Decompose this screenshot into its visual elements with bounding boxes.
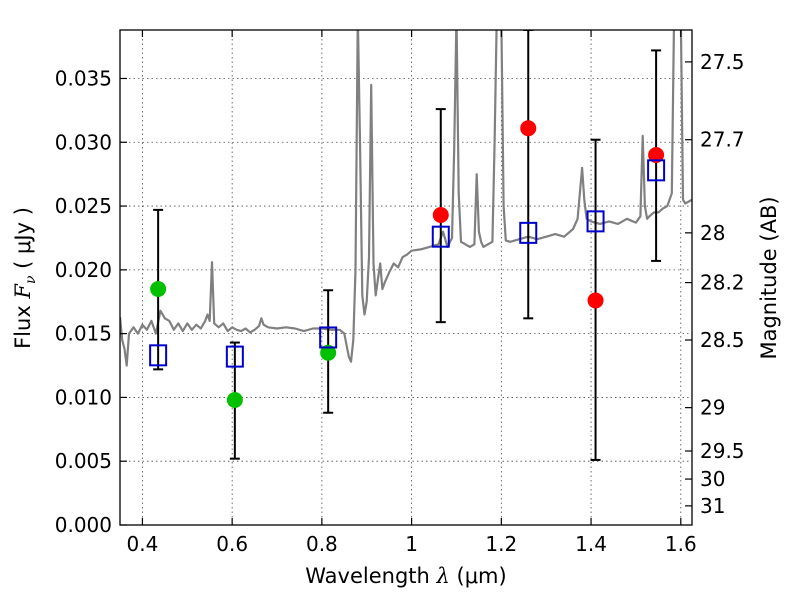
x-tick-label: 0.8 xyxy=(306,532,338,556)
x-axis-symbol: λ xyxy=(436,564,450,588)
x-tick-label: 0.4 xyxy=(127,532,159,556)
y2-tick-label: 29.5 xyxy=(700,439,745,463)
y2-tick-label: 31 xyxy=(700,494,725,518)
x-tick-label: 1.6 xyxy=(665,532,697,556)
y-tick-label: 0.000 xyxy=(55,513,112,537)
y-tick-label: 0.030 xyxy=(55,130,112,154)
y-tick-label: 0.015 xyxy=(55,322,112,346)
y-axis-label: Flux Fν ( μJy ) xyxy=(11,207,39,349)
model-square xyxy=(225,345,244,368)
green-point xyxy=(150,280,167,297)
x-tick-label: 1.2 xyxy=(485,532,517,556)
data-markers xyxy=(149,120,666,408)
model-square xyxy=(586,210,605,233)
red-point xyxy=(432,206,449,223)
x-axis-label: Wavelength λ (μm) xyxy=(305,564,506,588)
spectrum-layer xyxy=(120,30,692,367)
grid-lines xyxy=(120,30,692,526)
y-axis-symbol: F xyxy=(11,283,35,300)
y-tick-label: 0.025 xyxy=(55,194,112,218)
y-axis-subscript: ν xyxy=(23,275,39,284)
red-point xyxy=(587,292,604,309)
x-tick-label: 0.6 xyxy=(216,532,248,556)
y2-axis-label: Magnitude (AB) xyxy=(757,196,781,359)
y2-tick-label: 27.7 xyxy=(700,128,745,152)
spectrum-line xyxy=(120,30,692,367)
model-square xyxy=(519,221,538,244)
model-square xyxy=(319,326,338,349)
y-tick-label: 0.035 xyxy=(55,66,112,90)
y2-tick-label: 28.2 xyxy=(700,271,745,295)
y2-tick-label: 28 xyxy=(700,221,725,245)
y2-tick-label: 29 xyxy=(700,396,725,420)
axis-ticks: 0.4 0.6 0.8 1 1.2 1.4 1.6 0.000 0.005 0.010 0.015 0… xyxy=(55,30,745,556)
model-square xyxy=(647,159,666,182)
red-point xyxy=(648,147,665,164)
y2-tick-label: 27.5 xyxy=(700,50,745,74)
y-tick-label: 0.020 xyxy=(55,258,112,282)
model-square xyxy=(149,344,168,367)
green-point xyxy=(226,391,243,408)
x-tick-label: 1 xyxy=(405,532,418,556)
y2-tick-label: 28.5 xyxy=(700,328,745,352)
y-tick-label: 0.010 xyxy=(55,385,112,409)
x-tick-label: 1.4 xyxy=(575,532,607,556)
green-point xyxy=(320,344,337,361)
red-point xyxy=(520,120,537,137)
plot-frame xyxy=(119,29,693,526)
model-square xyxy=(431,225,450,248)
y2-tick-label: 30 xyxy=(700,467,725,491)
y-tick-label: 0.005 xyxy=(55,449,112,473)
